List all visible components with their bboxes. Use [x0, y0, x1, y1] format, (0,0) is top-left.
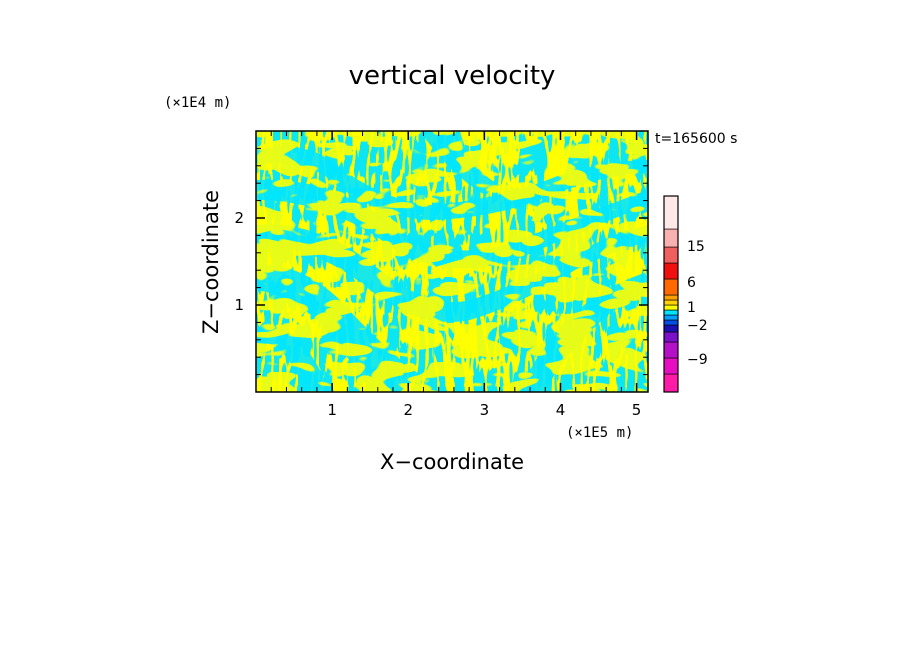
colorbar-label-2: 6 [687, 275, 696, 291]
colorbar [663, 195, 679, 393]
colorbar-swatch-6 [663, 319, 679, 326]
heatmap-field [256, 131, 648, 392]
x-axis-label: X−coordinate [380, 450, 524, 474]
colorbar-swatch-16 [663, 195, 679, 230]
x-tick-label-2: 2 [403, 401, 413, 419]
colorbar-swatch-3 [663, 341, 679, 359]
colorbar-label-5: −9 [687, 352, 708, 368]
chart-title: vertical velocity [349, 61, 556, 91]
colorbar-swatch-10 [663, 299, 679, 306]
colorbar-swatch-4 [663, 331, 679, 343]
x-tick-label-4: 4 [556, 401, 566, 419]
y-axis-label: Z−coordinate [199, 190, 223, 334]
colorbar-label-4: −2 [687, 318, 708, 334]
colorbar-swatch-8 [663, 309, 679, 316]
colorbar-swatch-12 [663, 278, 679, 296]
y-tick-label-1: 1 [234, 296, 244, 314]
colorbar-swatch-2 [663, 357, 679, 375]
y-tick-label-2: 2 [234, 209, 244, 227]
colorbar-label-1: 15 [687, 239, 705, 255]
colorbar-swatch-9 [663, 304, 679, 311]
x-axis-ticks: 1 2 3 4 5 [327, 131, 641, 419]
y-unit-label: (×1E4 m) [164, 95, 231, 111]
time-label: t=165600 s [655, 131, 737, 147]
x-tick-label-5: 5 [632, 401, 642, 419]
x-tick-label-1: 1 [327, 401, 337, 419]
colorbar-swatch-5 [663, 324, 679, 333]
colorbar-frame [663, 195, 679, 393]
colorbar-swatch-1 [663, 373, 679, 393]
colorbar-swatch-13 [663, 262, 679, 280]
colorbar-swatch-14 [663, 246, 679, 264]
colorbar-swatch-7 [663, 314, 679, 321]
colorbar-label-3: 1 [687, 300, 696, 316]
y-axis-ticks: 12 [234, 209, 648, 314]
plot-frame [255, 130, 649, 393]
x-unit-label: (×1E5 m) [566, 425, 633, 441]
x-tick-label-3: 3 [480, 401, 490, 419]
heatmap-texture-secondary [256, 131, 648, 392]
colorbar-labels: 15 6 1 −2 −9 [687, 239, 708, 368]
colorbar-swatch-11 [663, 294, 679, 301]
colorbar-swatch-15 [663, 228, 679, 248]
